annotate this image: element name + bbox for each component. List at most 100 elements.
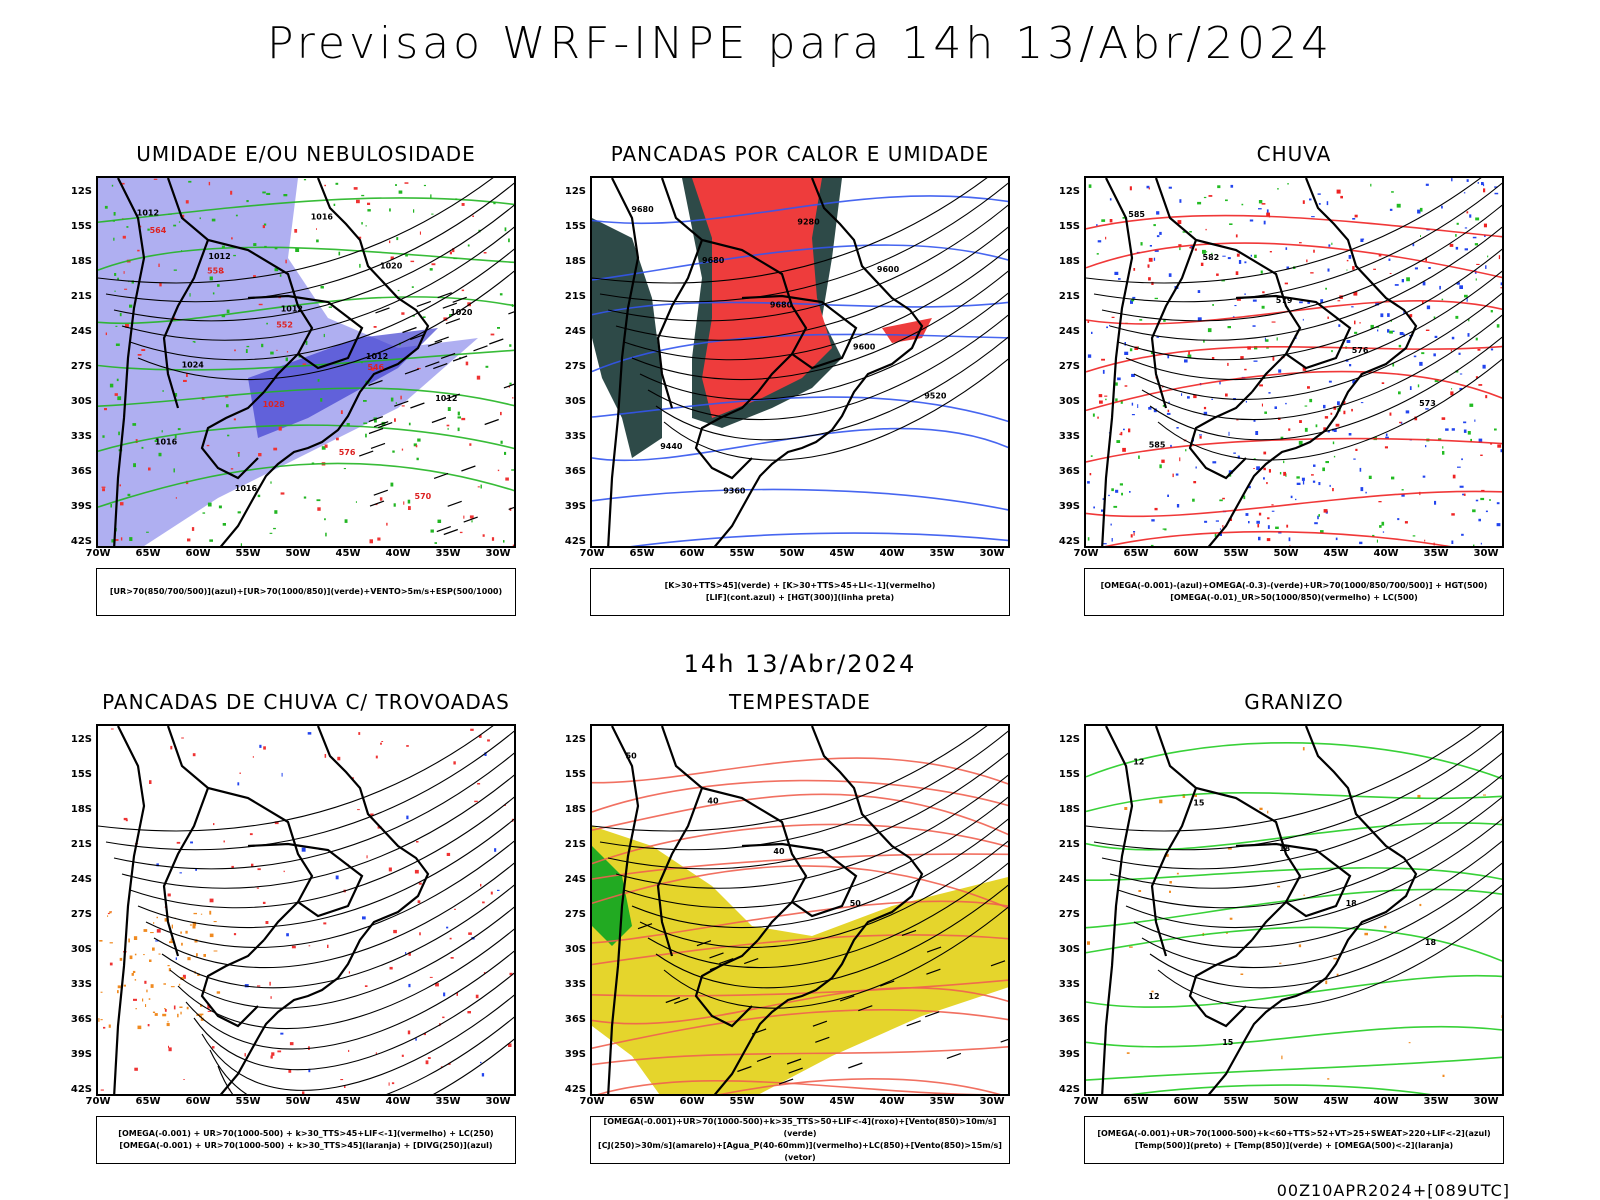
precip-speck [1159,231,1162,235]
contour-line [1086,242,1502,279]
precip-speck [500,440,503,444]
precip-speck [134,953,137,956]
country-border [1150,787,1198,957]
precip-speck [263,746,266,750]
wind-vector [368,416,384,423]
precip-speck [1421,352,1425,355]
precip-speck [259,744,262,748]
wind-vector [373,489,389,496]
wind-vector [709,964,725,971]
height-line [129,796,514,909]
latitude-tick-label: 42S [1058,1084,1080,1095]
precip-speck [1318,482,1321,486]
precip-speck [141,446,144,449]
precip-speck [1124,351,1129,355]
precip-speck [1482,364,1486,369]
precip-speck [1309,198,1312,201]
precip-speck [459,531,463,534]
precip-speck [234,349,236,352]
precip-speck [124,288,128,290]
longitude-tick-label: 70W [85,1096,111,1107]
wind-vector [436,526,452,533]
precip-speck [276,349,278,351]
precip-speck [1396,203,1401,208]
precip-speck [1227,362,1229,366]
precip-speck [109,942,113,944]
wind-vector [926,946,942,953]
precip-speck [1249,219,1254,222]
country-border [656,239,704,409]
precip-speck [1281,1055,1283,1060]
precip-speck [1323,509,1328,513]
precip-speck [273,447,278,451]
precip-speck [1189,231,1192,233]
precip-speck [1126,1052,1130,1054]
precip-speck [1466,179,1469,182]
precip-speck [1412,243,1415,247]
precip-speck [1408,1042,1411,1044]
contour-line [592,986,1008,1025]
precip-speck [99,940,103,942]
precip-speck [1162,405,1166,407]
precip-speck [120,502,124,506]
precip-speck [355,501,357,503]
longitude-tick-label: 40W [385,1096,411,1107]
latitude-tick-label: 12S [1058,186,1080,197]
height-line [193,972,514,1071]
wind-vector [433,472,449,479]
precip-speck [1176,504,1180,508]
precip-speck [343,468,346,470]
precip-speck [192,753,196,757]
precip-speck [1172,473,1174,478]
precip-speck [1284,282,1288,285]
wind-vector [447,500,462,507]
longitude-tick-label: 55W [1223,1096,1249,1107]
wind-vector [696,940,712,947]
precip-speck [423,184,426,187]
precip-speck [1354,214,1358,218]
country-border [607,726,640,1094]
precip-speck [423,1033,426,1036]
precip-speck [1497,444,1502,448]
wind-vector [788,1067,803,1074]
precip-speck [490,333,495,336]
wind-vector [368,379,383,387]
precip-speck [1414,416,1418,421]
precip-speck [512,544,514,546]
country-border [113,726,146,1094]
country-border [741,294,858,370]
precip-speck [283,194,288,197]
wind-vector [370,442,386,449]
precip-speck [114,273,117,276]
precip-speck [1359,541,1363,545]
latitude-tick-label: 30S [564,944,586,955]
precip-speck [1404,521,1408,524]
precip-speck [173,468,175,473]
precip-speck [1165,853,1169,857]
precip-speck [1153,224,1156,227]
precip-speck [1192,498,1195,502]
precip-speck [1327,268,1330,272]
precip-speck [363,400,367,402]
contour-label: 9680 [631,205,654,214]
precip-speck [1475,376,1478,379]
precip-speck [419,932,421,936]
precip-speck [162,1013,167,1017]
precip-speck [1400,421,1403,424]
precip-speck [182,974,186,979]
precip-speck [1481,182,1484,186]
precip-speck [1122,217,1126,219]
wind-vector [409,334,425,341]
precip-speck [504,451,507,455]
longitude-tick-label: 60W [1173,1096,1199,1107]
precip-speck [1087,354,1092,358]
height-line [1117,248,1502,361]
precip-speck [395,184,397,186]
run-timestamp: 00Z10APR2024+[089UTC] [1276,1181,1510,1200]
precip-speck [180,977,185,980]
precip-speck [170,938,172,942]
precip-speck [207,502,212,507]
precip-speck [1225,932,1228,934]
precip-speck [1441,298,1444,301]
precip-speck [487,739,490,742]
